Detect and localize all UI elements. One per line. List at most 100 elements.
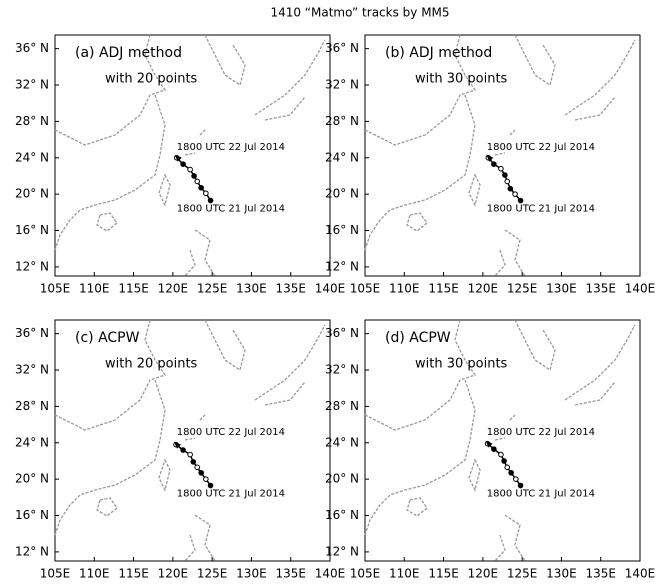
track-point <box>502 172 508 178</box>
panel-subtitle: with 20 points <box>105 357 198 372</box>
track-arrowhead <box>485 440 493 448</box>
annotation-start: 1800 UTC 21 Jul 2014 <box>177 204 285 215</box>
track-point <box>501 458 507 464</box>
map-panel: 12° N 16° N 20° N 24° N 28° N 32° N 36° N 105E 1… <box>15 34 345 296</box>
y-tick-label: 28° N <box>325 399 359 413</box>
track-point <box>203 190 209 197</box>
track-point <box>198 469 204 476</box>
track-point <box>194 178 201 185</box>
track-point <box>512 191 518 197</box>
x-tick-label: 115E <box>118 282 149 296</box>
map-frame <box>364 34 641 277</box>
x-tick-label: 130E <box>546 567 577 581</box>
y-tick-label: 24° N <box>325 150 359 164</box>
y-tick-label: 12° N <box>15 259 49 273</box>
map-frame <box>54 34 331 277</box>
x-tick-label: 115E <box>428 567 459 581</box>
annotation-start: 1800 UTC 21 Jul 2014 <box>177 489 285 500</box>
panel-subtitle: with 30 points <box>415 357 508 372</box>
track-point <box>203 476 209 482</box>
y-tick-label: 24° N <box>15 435 49 449</box>
annotation-start: 1800 UTC 21 Jul 2014 <box>487 489 595 500</box>
track-point <box>513 476 519 482</box>
x-tick-label: 110E <box>79 567 110 581</box>
track-point <box>190 459 197 465</box>
track-point <box>517 197 524 204</box>
y-tick-label: 28° N <box>15 114 49 128</box>
y-tick-label: 16° N <box>325 508 359 522</box>
panel-label: (c) ACPW <box>75 330 140 346</box>
x-tick-label: 115E <box>118 567 149 581</box>
track-point <box>517 482 524 489</box>
y-tick-label: 32° N <box>15 363 49 377</box>
track-point <box>504 178 511 185</box>
x-tick-label: 135E <box>275 282 306 296</box>
x-tick-label: 105E <box>350 567 381 581</box>
x-tick-label: 135E <box>585 282 616 296</box>
annotation-end: 1800 UTC 22 Jul 2014 <box>487 427 595 438</box>
map-frame <box>54 319 331 562</box>
y-tick-label: 36° N <box>325 326 359 340</box>
x-tick-label: 125E <box>197 567 228 581</box>
track-point <box>180 161 186 167</box>
y-tick-label: 12° N <box>15 544 49 558</box>
y-tick-label: 12° N <box>325 544 359 558</box>
map-panel: 12° N 16° N 20° N 24° N 28° N 32° N 36° N 105E 1… <box>325 319 656 581</box>
x-tick-label: 105E <box>40 282 71 296</box>
annotation-end: 1800 UTC 22 Jul 2014 <box>487 142 595 153</box>
x-tick-label: 105E <box>350 282 381 296</box>
track-point <box>491 446 497 452</box>
track-point <box>207 197 214 204</box>
map-panel: 12° N 16° N 20° N 24° N 28° N 32° N 36° N 105E 1… <box>15 319 346 581</box>
track-point <box>187 451 193 458</box>
y-tick-label: 20° N <box>325 472 359 486</box>
panel-label: (d) ACPW <box>385 330 451 346</box>
y-tick-label: 24° N <box>325 435 359 449</box>
panel-label: (a) ADJ method <box>75 45 182 61</box>
annotation-start: 1800 UTC 21 Jul 2014 <box>487 204 595 215</box>
x-tick-label: 130E <box>546 282 577 296</box>
y-tick-label: 20° N <box>15 187 49 201</box>
y-tick-label: 28° N <box>15 399 49 413</box>
y-tick-label: 16° N <box>15 223 49 237</box>
y-tick-label: 20° N <box>15 472 49 486</box>
track-arrowhead <box>174 154 182 162</box>
track-point <box>207 482 214 489</box>
x-tick-label: 125E <box>507 282 538 296</box>
y-tick-label: 20° N <box>325 187 359 201</box>
x-tick-label: 140E <box>315 567 346 581</box>
track-point <box>504 464 511 471</box>
panel-subtitle: with 30 points <box>415 72 508 87</box>
track-point <box>498 451 504 458</box>
x-tick-label: 120E <box>158 567 189 581</box>
track-arrowhead <box>486 154 494 162</box>
x-tick-label: 125E <box>507 567 538 581</box>
x-tick-label: 125E <box>197 282 228 296</box>
track-point <box>191 173 197 179</box>
x-tick-label: 120E <box>468 567 499 581</box>
annotation-end: 1800 UTC 22 Jul 2014 <box>177 142 285 153</box>
x-tick-label: 105E <box>40 567 71 581</box>
y-tick-label: 28° N <box>325 114 359 128</box>
panel-label: (b) ADJ method <box>385 45 492 61</box>
map-frame <box>364 319 641 562</box>
map-panel: 12° N 16° N 20° N 24° N 28° N 32° N 36° N 105E 1… <box>325 34 655 296</box>
track-arrowhead <box>174 441 181 449</box>
x-tick-label: 115E <box>428 282 459 296</box>
track-point <box>198 184 204 191</box>
y-tick-label: 12° N <box>325 259 359 273</box>
figure-title: 1410 “Matmo” tracks by MM5 <box>270 6 449 20</box>
x-tick-label: 140E <box>625 567 656 581</box>
y-tick-label: 36° N <box>15 326 49 340</box>
track-point <box>491 161 497 167</box>
track-point <box>187 166 193 173</box>
track-point <box>180 447 186 453</box>
panel-subtitle: with 20 points <box>105 72 198 87</box>
y-tick-label: 32° N <box>325 363 359 377</box>
y-tick-label: 16° N <box>15 508 49 522</box>
x-tick-label: 120E <box>158 282 189 296</box>
y-tick-label: 36° N <box>15 41 49 55</box>
y-tick-label: 24° N <box>15 150 49 164</box>
y-tick-label: 32° N <box>15 78 49 92</box>
